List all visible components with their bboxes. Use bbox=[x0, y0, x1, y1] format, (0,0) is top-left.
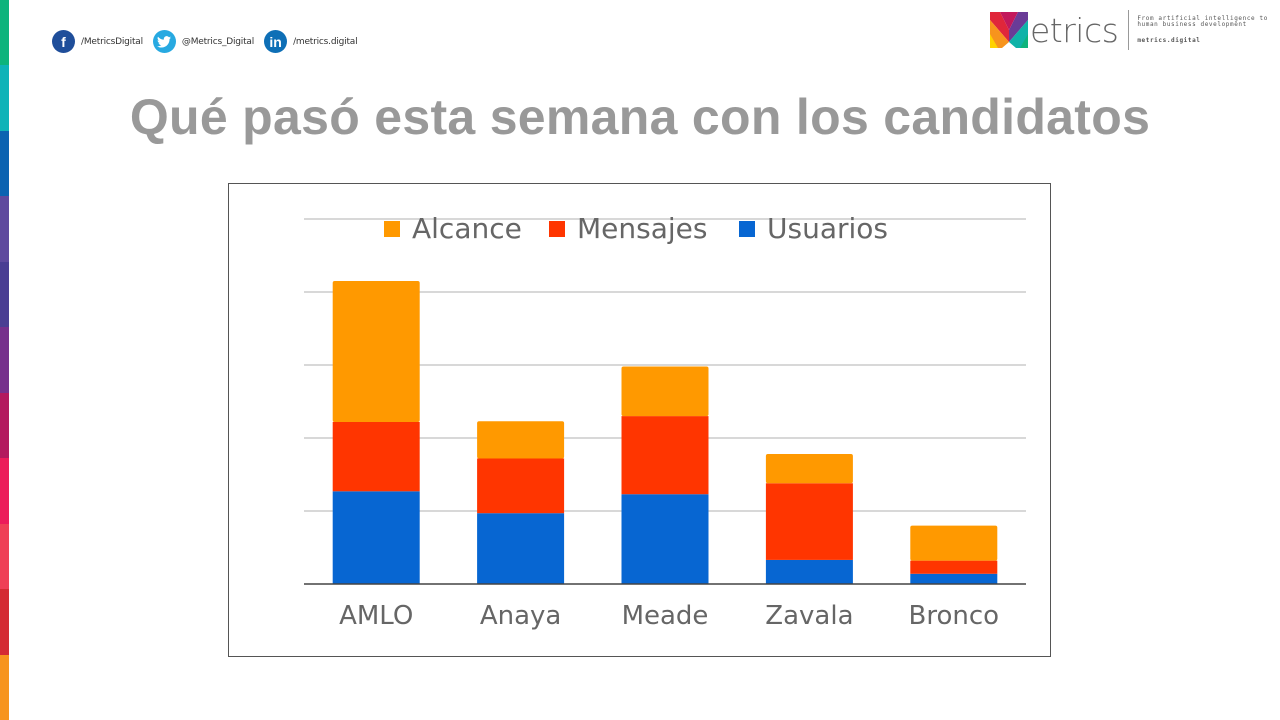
social-link-twitter[interactable]: @Metrics_Digital bbox=[152, 30, 255, 53]
x-tick-label: Zavala bbox=[765, 601, 853, 631]
metrics-logo: etrics From artificial intelligence to h… bbox=[990, 10, 1268, 50]
stripe-segment bbox=[0, 654, 9, 720]
bar-segment-alcance-amlo bbox=[332, 281, 420, 422]
logo-divider bbox=[1128, 10, 1130, 50]
stripe-segment bbox=[0, 458, 9, 524]
x-tick-label: Bronco bbox=[909, 601, 1000, 631]
bar-segment-usuarios-bronco bbox=[910, 573, 998, 584]
x-tick-label: Anaya bbox=[480, 601, 562, 631]
bar-segment-usuarios-zavala bbox=[765, 559, 853, 584]
social-label: /MetricsDigital bbox=[81, 36, 143, 47]
bar-segment-alcance-zavala bbox=[765, 454, 853, 484]
bar-segment-mensajes-bronco bbox=[910, 560, 998, 574]
stripe-segment bbox=[0, 523, 9, 590]
bar-segment-usuarios-amlo bbox=[332, 491, 420, 584]
social-link-linkedin[interactable]: in/metrics.digital bbox=[264, 30, 358, 53]
stripe-segment bbox=[0, 261, 9, 328]
tagline-line-2: human business development bbox=[1137, 21, 1247, 28]
x-tick-label: Meade bbox=[622, 601, 709, 631]
x-tick-label: AMLO bbox=[339, 601, 413, 631]
social-links: f/MetricsDigital @Metrics_Digital in/metri… bbox=[52, 30, 367, 53]
stacked-bar-chart: AMLO Anaya Meade Zavala Bronco Alcance Mensaje… bbox=[304, 212, 1026, 631]
legend-swatch-usuarios bbox=[739, 221, 755, 237]
stripe-segment bbox=[0, 65, 9, 131]
brand-color-stripe bbox=[0, 0, 9, 720]
stripe-segment bbox=[0, 327, 9, 393]
stripe-segment bbox=[0, 392, 9, 459]
bar-segment-usuarios-meade bbox=[621, 494, 709, 584]
logo-url: metrics.digital bbox=[1137, 37, 1201, 44]
social-link-facebook[interactable]: f/MetricsDigital bbox=[52, 30, 143, 53]
tagline-line-1: From artificial intelligence to bbox=[1137, 15, 1268, 22]
chart-frame: AMLO Anaya Meade Zavala Bronco Alcance Mensaje… bbox=[228, 183, 1051, 657]
bar-segment-mensajes-amlo bbox=[332, 421, 420, 492]
logo-wordmark: etrics bbox=[1030, 10, 1119, 50]
legend-label-mensajes: Mensajes bbox=[577, 212, 707, 245]
bar-segment-mensajes-meade bbox=[621, 416, 709, 495]
facebook-icon: f bbox=[52, 30, 75, 53]
logo-tagline: From artificial intelligence to human bu… bbox=[1137, 16, 1268, 44]
legend-swatch-alcance bbox=[384, 221, 400, 237]
bar-segment-usuarios-anaya bbox=[477, 513, 565, 584]
linkedin-icon: in bbox=[264, 30, 288, 53]
metrics-m-icon bbox=[990, 12, 1028, 48]
legend-label-usuarios: Usuarios bbox=[767, 212, 888, 245]
bar-segment-alcance-bronco bbox=[910, 525, 998, 561]
stripe-segment bbox=[0, 0, 9, 66]
social-label: @Metrics_Digital bbox=[181, 36, 255, 47]
bar-segment-mensajes-zavala bbox=[765, 483, 853, 560]
stripe-segment bbox=[0, 589, 9, 655]
legend-swatch-mensajes bbox=[549, 221, 565, 237]
stripe-segment bbox=[0, 130, 9, 197]
twitter-icon bbox=[152, 30, 176, 53]
bar-segment-alcance-anaya bbox=[477, 421, 565, 459]
legend-label-alcance: Alcance bbox=[412, 212, 522, 245]
stripe-segment bbox=[0, 196, 9, 262]
bar-segment-alcance-meade bbox=[621, 366, 709, 417]
bar-segment-mensajes-anaya bbox=[477, 458, 565, 514]
page-title: Qué pasó esta semana con los candidatos bbox=[129, 89, 1151, 145]
social-label: /metrics.digital bbox=[293, 36, 358, 47]
